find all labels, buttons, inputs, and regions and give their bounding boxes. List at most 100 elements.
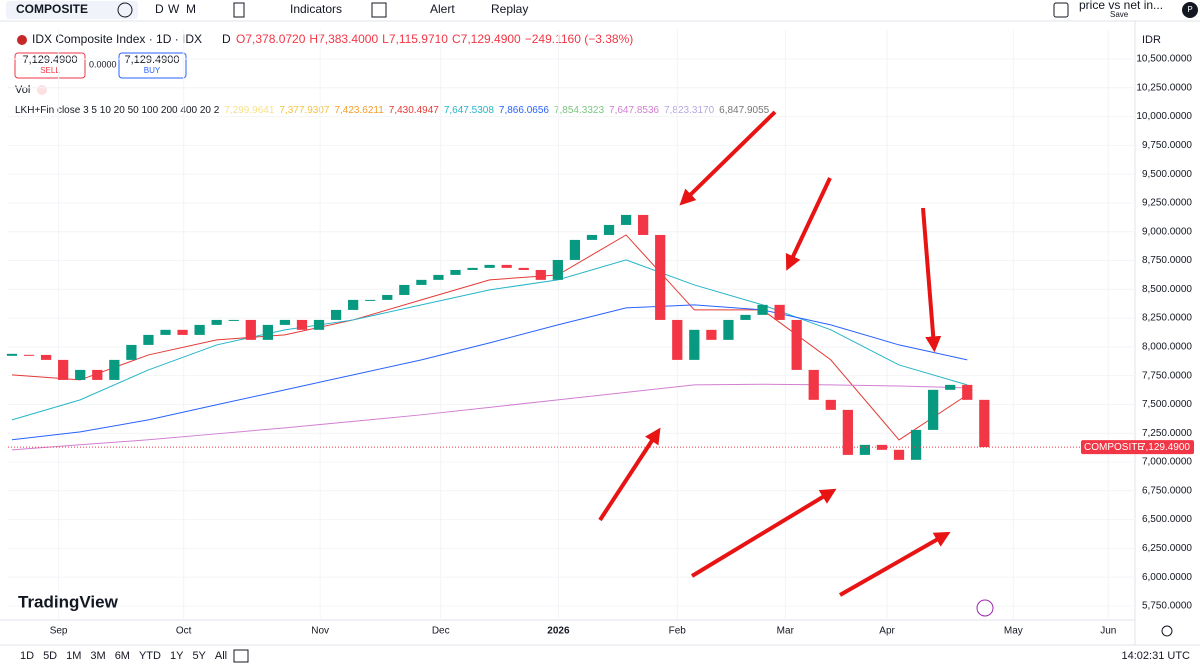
candle (399, 284, 410, 295)
timeframe-button[interactable]: All (215, 650, 227, 662)
ohlc-value: O7,378.0720 (236, 32, 306, 46)
annotation-arrows (598, 110, 951, 597)
ohlc-change: −249.1160 (−3.38%) (525, 32, 634, 46)
candle (808, 369, 819, 400)
candle (348, 299, 359, 310)
y-tick-label: 8,500.0000 (1142, 284, 1192, 295)
clock: 14:02:31 UTC (1122, 650, 1191, 662)
indicator-line (11, 259, 968, 421)
y-tick-label: 5,750.0000 (1142, 601, 1192, 612)
spread: 0.0000 (89, 59, 117, 69)
candle (535, 269, 546, 280)
y-tick-label: 9,250.0000 (1142, 198, 1192, 209)
candle (842, 409, 853, 455)
y-tick-label: 7,500.0000 (1142, 399, 1192, 410)
templates-icon[interactable] (371, 2, 387, 18)
y-tick-label: 9,500.0000 (1142, 169, 1192, 180)
candle (23, 354, 35, 356)
candle (296, 319, 308, 330)
x-tick-label: 2026 (547, 626, 570, 637)
candle (979, 399, 990, 448)
candle (40, 354, 52, 360)
candle (501, 264, 512, 268)
timeframe-button[interactable]: 1D (20, 650, 34, 662)
indicator-line (11, 234, 968, 441)
arrow (839, 531, 951, 597)
timeframe-button[interactable]: 3M (90, 650, 105, 662)
arrow (785, 177, 832, 271)
timeframe-button[interactable]: 5D (43, 650, 57, 662)
y-tick-label: 10,250.0000 (1136, 82, 1192, 93)
chart-type-icon[interactable] (233, 2, 245, 18)
arrow (921, 207, 942, 353)
timeframe-button[interactable]: 6M (115, 650, 130, 662)
timeframe-button[interactable]: YTD (139, 650, 161, 662)
currency[interactable]: IDR (1142, 34, 1161, 46)
sell-label[interactable]: SELL (40, 66, 60, 75)
x-tick-label: Nov (311, 626, 329, 637)
interval[interactable]: W (168, 2, 180, 16)
candle (757, 304, 768, 315)
legend-title[interactable]: IDX Composite Index · 1D · IDX (32, 32, 202, 46)
candle (177, 329, 188, 335)
arrow (679, 110, 777, 206)
indicator-value: 7,299.9641 (224, 105, 274, 116)
compare-button[interactable] (117, 2, 133, 18)
replay-button[interactable]: Replay (491, 2, 528, 16)
indicator-legend: LKH+Fin close 3 5 10 20 50 100 200 400 2… (15, 105, 770, 116)
avatar[interactable] (1182, 2, 1198, 18)
candle (689, 329, 700, 360)
indicator-value: 7,647.5308 (444, 105, 494, 116)
candle (450, 269, 461, 275)
y-tick-label: 7,250.0000 (1142, 428, 1192, 439)
y-tick-label: 8,000.0000 (1142, 342, 1192, 353)
buy-label[interactable]: BUY (144, 66, 161, 75)
timeframe-button[interactable]: 1Y (170, 650, 184, 662)
x-tick-label: Oct (176, 626, 192, 637)
buy-price[interactable]: 7,129.4900 (124, 54, 179, 66)
plot (6, 30, 1135, 620)
y-tick-label: 9,000.0000 (1142, 226, 1192, 237)
indicator-name[interactable]: LKH+Fin close 3 5 10 20 50 100 200 400 2… (15, 105, 220, 116)
symbol[interactable]: COMPOSITE (16, 2, 88, 16)
layout-name[interactable]: price vs net in... (1079, 0, 1163, 12)
vol-warning[interactable] (37, 85, 47, 95)
settings-icon[interactable] (1161, 625, 1173, 637)
save-button[interactable]: Save (1110, 10, 1129, 19)
candle (859, 444, 871, 455)
candle (706, 329, 717, 340)
candle (109, 359, 120, 380)
avatar-letter[interactable]: P (1187, 5, 1192, 14)
indicator-value: 6,847.9055 (719, 105, 769, 116)
candle (518, 267, 529, 270)
timeframe-button[interactable]: 1M (66, 650, 81, 662)
timeframe-button[interactable]: 5Y (192, 650, 206, 662)
candle (723, 319, 734, 340)
interval[interactable]: D (155, 2, 164, 16)
y-tick-label: 10,500.0000 (1136, 54, 1192, 65)
symbol-search[interactable] (6, 1, 138, 19)
candle (245, 319, 256, 340)
sell-price[interactable]: 7,129.4900 (22, 54, 77, 66)
indicator-value: 7,423.6211 (334, 105, 384, 116)
alert-button[interactable]: Alert (430, 2, 455, 16)
indicators-button[interactable]: Indicators (290, 2, 342, 16)
watermark: TradingView (18, 592, 119, 611)
vol-label[interactable]: Vol (15, 84, 30, 96)
layout-icon[interactable] (1053, 2, 1069, 18)
candle (928, 389, 939, 430)
indicator-value: 7,823.3170 (664, 105, 714, 116)
x-tick-label: Mar (777, 626, 795, 637)
candle (211, 319, 222, 325)
x-tick-label: May (1004, 626, 1023, 637)
ohlc-value: L7,115.9710 (382, 32, 448, 46)
interval[interactable]: M (186, 2, 196, 16)
x-tick-label: Feb (669, 626, 687, 637)
candle (433, 274, 444, 280)
candle (143, 334, 154, 345)
y-tick-label: 8,750.0000 (1142, 255, 1192, 266)
y-tick-label: 6,000.0000 (1142, 572, 1192, 583)
y-tick-label: 6,500.0000 (1142, 514, 1192, 525)
date-range-icon[interactable] (233, 649, 249, 663)
events-icon[interactable] (976, 599, 994, 617)
